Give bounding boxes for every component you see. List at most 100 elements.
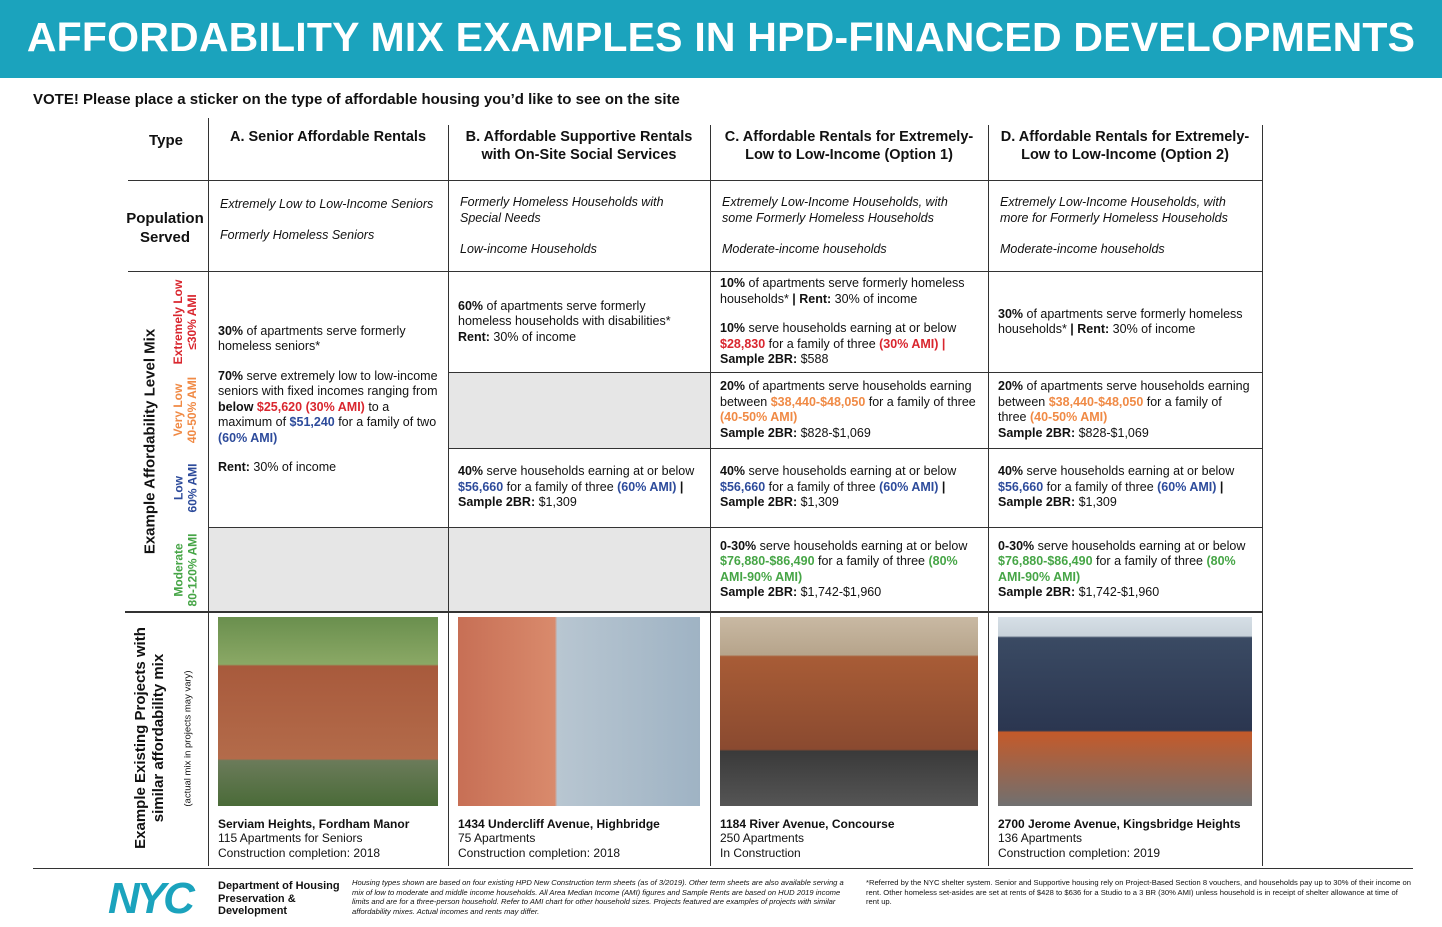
- mix-line: 20% of apartments serve households earni…: [720, 379, 978, 426]
- mix-text: for a family of three: [765, 480, 879, 494]
- project-status: Construction completion: 2019: [998, 846, 1160, 861]
- mix-line: 0-30% serve households earning at or bel…: [998, 539, 1252, 586]
- mix-text: $1,309: [535, 495, 577, 509]
- mix-text: serve households earning at or below: [1023, 464, 1234, 478]
- mix-text: Sample 2BR:: [720, 585, 797, 599]
- mix-text: $588: [797, 352, 828, 366]
- mix-text: $1,309: [797, 495, 839, 509]
- footnote: *Referred by the NYC shelter system. Sen…: [866, 878, 1411, 907]
- population-item: Low-income Households: [460, 241, 698, 257]
- project-status: Construction completion: 2018: [218, 846, 380, 861]
- mix-text: 0-30%: [720, 539, 756, 553]
- mix-text: $1,742-$1,960: [797, 585, 881, 599]
- population-item: Formerly Homeless Seniors: [220, 227, 436, 243]
- mix-text: serve households earning at or below: [1034, 539, 1245, 553]
- mix-text: $56,660: [720, 480, 765, 494]
- rule: [128, 180, 1262, 181]
- mix-line: 40% serve households earning at or below…: [720, 464, 978, 511]
- mix-line: Sample 2BR: $1,742-$1,960: [998, 585, 1252, 601]
- project-status: Construction completion: 2018: [458, 846, 620, 861]
- project-photo: [998, 617, 1252, 806]
- mix-line: 10% serve households earning at or below…: [720, 321, 978, 352]
- mix-text: Sample 2BR:: [998, 426, 1075, 440]
- population-item: Extremely Low to Low-Income Seniors: [220, 196, 436, 212]
- mix-line: Sample 2BR: $828-$1,069: [720, 426, 978, 442]
- mix-text: 30% of income: [831, 292, 917, 306]
- population-cell: Extremely Low-Income Households, with mo…: [1000, 194, 1250, 257]
- mix-line: 70% serve extremely low to low-income se…: [218, 369, 438, 447]
- mix-text: $51,240: [290, 415, 335, 429]
- mix-text: 30%: [998, 307, 1023, 321]
- column-header: B. Affordable Supportive Rentals with On…: [456, 128, 702, 164]
- type-label: Type: [128, 131, 204, 150]
- rule: [128, 271, 1262, 272]
- department: Department of Housing Preservation & Dev…: [218, 880, 343, 918]
- level-name: Extremely Low: [171, 272, 185, 372]
- mix-line: 30% of apartments serve formerly homeles…: [218, 324, 438, 355]
- mix-text: (60% AMI): [879, 480, 938, 494]
- logo: NYC: [108, 874, 192, 924]
- mix-text: serve households earning at or below: [483, 464, 694, 478]
- mix-text: $38,440-$48,050: [1049, 395, 1144, 409]
- project-name: 2700 Jerome Avenue, Kingsbridge Heights: [998, 817, 1241, 831]
- mix-text: 20%: [998, 379, 1023, 393]
- level-ami: 80-120% AMI: [185, 527, 199, 612]
- mix-text: $76,880-$86,490: [720, 554, 815, 568]
- mix-line: 20% of apartments serve households earni…: [998, 379, 1252, 426]
- mix-text: (30% AMI) |: [879, 337, 945, 351]
- mix-text: 70%: [218, 369, 243, 383]
- mix-line: 40% serve households earning at or below…: [998, 464, 1252, 511]
- mix-text: (40-50% AMI): [720, 410, 797, 424]
- population-cell: Extremely Low to Low-Income Seniors Forme…: [220, 196, 436, 243]
- empty-cell: [449, 373, 710, 448]
- rule: [208, 527, 1262, 528]
- level-label: Moderate80-120% AMI: [171, 527, 201, 612]
- population-item: Moderate-income households: [1000, 241, 1250, 257]
- mix-text: serve extremely low to low-income senior…: [218, 369, 438, 399]
- project-units: 75 Apartments: [458, 831, 535, 846]
- mix-text: Sample 2BR:: [720, 426, 797, 440]
- mix-line: Sample 2BR: $588: [720, 352, 978, 368]
- mix-text: of apartments serve formerly homeless ho…: [458, 299, 671, 329]
- mix-text: $56,660: [458, 480, 503, 494]
- population-cell: Formerly Homeless Households with Specia…: [460, 194, 698, 257]
- column-header: D. Affordable Rentals for Extremely-Low …: [996, 128, 1254, 164]
- mix-cell: 40% serve households earning at or below…: [988, 451, 1262, 524]
- mix-text: serve households earning at or below: [745, 464, 956, 478]
- project-name: Serviam Heights, Fordham Manor: [218, 817, 409, 831]
- mix-text: 30% of income: [490, 330, 576, 344]
- mix-cell: 0-30% serve households earning at or bel…: [710, 530, 988, 609]
- level-name: Moderate: [171, 527, 185, 612]
- mix-text: $56,660: [998, 480, 1043, 494]
- mix-text: Rent:: [218, 460, 250, 474]
- population-item: Moderate-income households: [722, 241, 976, 257]
- column-header: A. Senior Affordable Rentals: [216, 128, 440, 146]
- mix-text: Sample 2BR:: [720, 352, 797, 366]
- mix-cell: 30% of apartments serve formerly homeles…: [988, 275, 1262, 369]
- projects-note: (actual mix in projects may vary): [183, 639, 194, 839]
- mix-line: 0-30% serve households earning at or bel…: [720, 539, 978, 586]
- poster: {"header":{"title":"AFFORDABILITY MIX EX…: [0, 0, 1442, 927]
- mix-cell: 20% of apartments serve households earni…: [988, 375, 1262, 445]
- footer-note: Housing types shown are based on four ex…: [352, 878, 852, 916]
- project-units: 115 Apartments for Seniors: [218, 831, 363, 846]
- mix-line: Rent: 30% of income: [218, 460, 438, 476]
- mix-cell: 40% serve households earning at or below…: [448, 451, 710, 524]
- mix-cell: 0-30% serve households earning at or bel…: [988, 530, 1262, 609]
- mix-text: for a family of three: [765, 337, 879, 351]
- mix-text: for a family of three: [1043, 480, 1157, 494]
- population-label: Population Served: [122, 209, 208, 247]
- mix-text: of apartments serve formerly homeless se…: [218, 324, 406, 354]
- projects-label: Example Existing Projects with similar a…: [132, 618, 168, 858]
- mix-text: $1,309: [1075, 495, 1117, 509]
- rule: [1262, 125, 1263, 866]
- project-photo: [218, 617, 438, 806]
- mix-label: Example Affordability Level Mix: [142, 272, 159, 612]
- rule: [448, 372, 1262, 373]
- mix-text: $1,742-$1,960: [1075, 585, 1159, 599]
- mix-text: $25,620 (30% AMI): [257, 400, 365, 414]
- mix-text: 40%: [458, 464, 483, 478]
- mix-text: below: [218, 400, 257, 414]
- mix-cell: 30% of apartments serve formerly homeles…: [208, 275, 448, 524]
